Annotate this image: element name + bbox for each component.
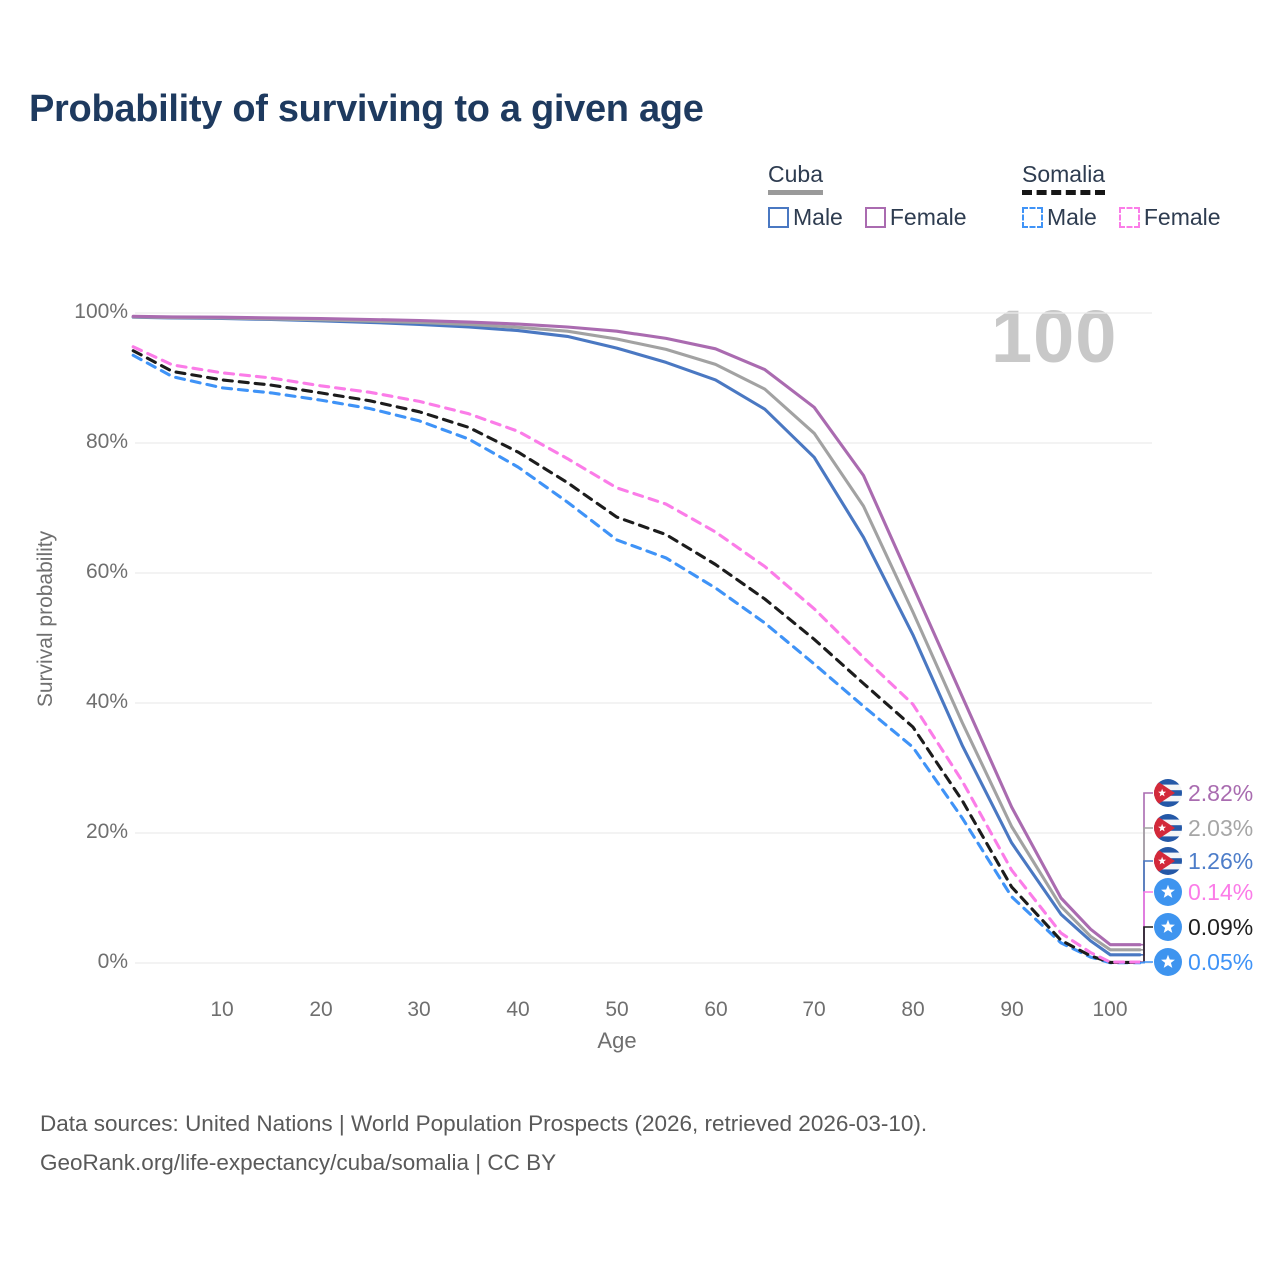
- legend-cuba-title[interactable]: Cuba: [768, 161, 823, 195]
- footer-attribution: GeoRank.org/life-expectancy/cuba/somalia…: [40, 1150, 557, 1175]
- legend-label-somalia-male: Male: [1047, 204, 1097, 230]
- legend-label-cuba-female: Female: [889, 204, 967, 230]
- legend-group-cuba: Cuba Male Female: [768, 161, 967, 231]
- x-tick-80: 80: [901, 998, 925, 1021]
- cuba-male-swatch-icon: [768, 207, 789, 228]
- leader-cuba_all: [1140, 827, 1153, 951]
- curve-somalia_female: [131, 345, 1142, 964]
- y-tick-0: 0%: [97, 950, 128, 973]
- curve-somalia_all: [131, 349, 1142, 964]
- x-tick-100: 100: [1092, 998, 1128, 1021]
- curve-somalia_male: [131, 353, 1142, 965]
- y-tick-60: 60%: [85, 560, 128, 583]
- cuba-female-swatch-icon: [864, 207, 886, 228]
- x-tick-90: 90: [1000, 998, 1024, 1021]
- y-tick-80: 80%: [85, 430, 128, 453]
- y-tick-20: 20%: [85, 820, 128, 843]
- somalia-female-swatch-icon: [1118, 207, 1140, 228]
- somalia-male-swatch-icon: [1022, 207, 1043, 228]
- x-tick-70: 70: [802, 998, 826, 1021]
- somalia-flag-icon: [1154, 878, 1182, 906]
- leader-cuba_male: [1140, 860, 1153, 956]
- legend-label-cuba-male: Male: [793, 204, 843, 230]
- curve-cuba_female: [131, 314, 1142, 947]
- cuba-flag-icon: [1154, 814, 1182, 842]
- x-tick-30: 30: [407, 998, 431, 1021]
- somalia-flag-icon: [1154, 913, 1182, 941]
- end-label-cuba_all: 2.03%: [1188, 815, 1253, 841]
- y-tick-40: 40%: [85, 690, 128, 713]
- leader-cuba_female: [1140, 792, 1153, 946]
- legend-item-cuba-male[interactable]: Male: [768, 204, 843, 231]
- legend-item-somalia-male[interactable]: Male: [1022, 204, 1097, 231]
- x-tick-20: 20: [309, 998, 333, 1021]
- x-tick-50: 50: [605, 998, 629, 1021]
- legend-item-cuba-female[interactable]: Female: [864, 204, 967, 231]
- end-label-somalia_male: 0.05%: [1188, 949, 1253, 975]
- footer-sources: Data sources: United Nations | World Pop…: [40, 1111, 928, 1136]
- x-axis-title: Age: [597, 1028, 637, 1053]
- legend-somalia-title[interactable]: Somalia: [1022, 161, 1106, 195]
- end-label-somalia_all: 0.09%: [1188, 914, 1253, 940]
- curve-cuba_all: [131, 315, 1142, 952]
- end-label-somalia_female: 0.14%: [1188, 879, 1253, 905]
- y-tick-100: 100%: [74, 300, 128, 323]
- footer: Data sources: United Nations | World Pop…: [40, 1104, 927, 1182]
- end-label-cuba_male: 1.26%: [1188, 848, 1253, 874]
- x-tick-60: 60: [704, 998, 728, 1021]
- age-watermark: 100: [991, 295, 1118, 378]
- x-tick-40: 40: [506, 998, 530, 1021]
- cuba-flag-icon: [1154, 847, 1182, 875]
- legend-group-somalia: Somalia Male Female: [1022, 161, 1221, 231]
- leader-somalia_male: [1140, 961, 1153, 964]
- cuba-flag-icon: [1154, 779, 1182, 807]
- x-tick-10: 10: [210, 998, 234, 1021]
- page-title: Probability of surviving to a given age: [29, 88, 704, 130]
- somalia-flag-icon: [1154, 948, 1182, 976]
- end-label-cuba_female: 2.82%: [1188, 780, 1253, 806]
- legend-label-somalia-female: Female: [1143, 204, 1221, 230]
- legend-item-somalia-female[interactable]: Female: [1118, 204, 1221, 231]
